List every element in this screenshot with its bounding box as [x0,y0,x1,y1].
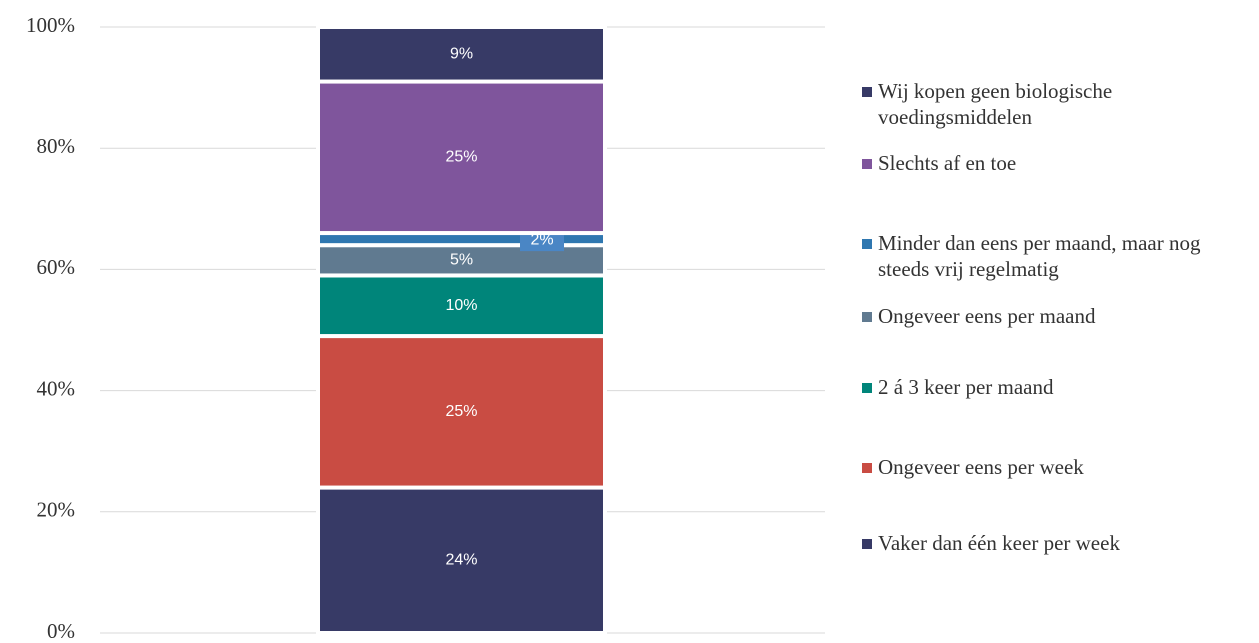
y-tick-label: 60% [37,255,76,279]
chart: 0% 20% 40% 60% 80% 100% 24% 25% 10% 5% 2% 25% 9% [26,13,825,643]
bar-segment [316,273,607,339]
legend-item: Vaker dan één keer per week [862,530,1253,556]
data-label: 9% [450,45,473,62]
legend-label: Minder dan eens per maand, maar nog stee… [878,231,1201,281]
legend-swatch [862,159,872,169]
legend-label: Wij kopen geen biologische voedingsmidde… [878,79,1113,129]
bar-segment [316,25,607,84]
y-tick-label: 80% [37,134,76,158]
bar-segment [316,485,607,635]
legend-item: Minder dan eens per maand, maar nog stee… [862,230,1253,282]
legend-item: Ongeveer eens per week [862,454,1253,480]
y-tick-label: 100% [26,13,75,37]
legend-swatch [862,463,872,473]
bar-segment [316,334,607,490]
y-tick-label: 40% [37,376,76,400]
y-tick-label: 20% [37,498,76,522]
legend-item: 2 á 3 keer per maand [862,374,1253,400]
legend-item: Slechts af en toe [862,150,1253,176]
bar-segment [316,79,607,236]
legend-label: Vaker dan één keer per week [878,531,1120,555]
legend-swatch [862,87,872,97]
y-tick-label: 0% [47,619,75,643]
data-label: 24% [445,551,477,568]
data-label: 10% [445,297,477,314]
data-label: 25% [445,403,477,420]
legend-swatch [862,312,872,322]
data-label: 2% [530,231,553,248]
legend-label: Ongeveer eens per week [878,455,1084,479]
legend-label: 2 á 3 keer per maand [878,375,1054,399]
legend-label: Slechts af en toe [878,151,1017,175]
data-label: 25% [445,149,477,166]
legend-swatch [862,239,872,249]
legend-swatch [862,539,872,549]
data-label: 5% [450,252,473,269]
legend-item: Wij kopen geen biologische voedingsmidde… [862,78,1253,130]
legend-swatch [862,383,872,393]
legend-label: Ongeveer eens per maand [878,304,1096,328]
legend-item: Ongeveer eens per maand [862,303,1253,329]
